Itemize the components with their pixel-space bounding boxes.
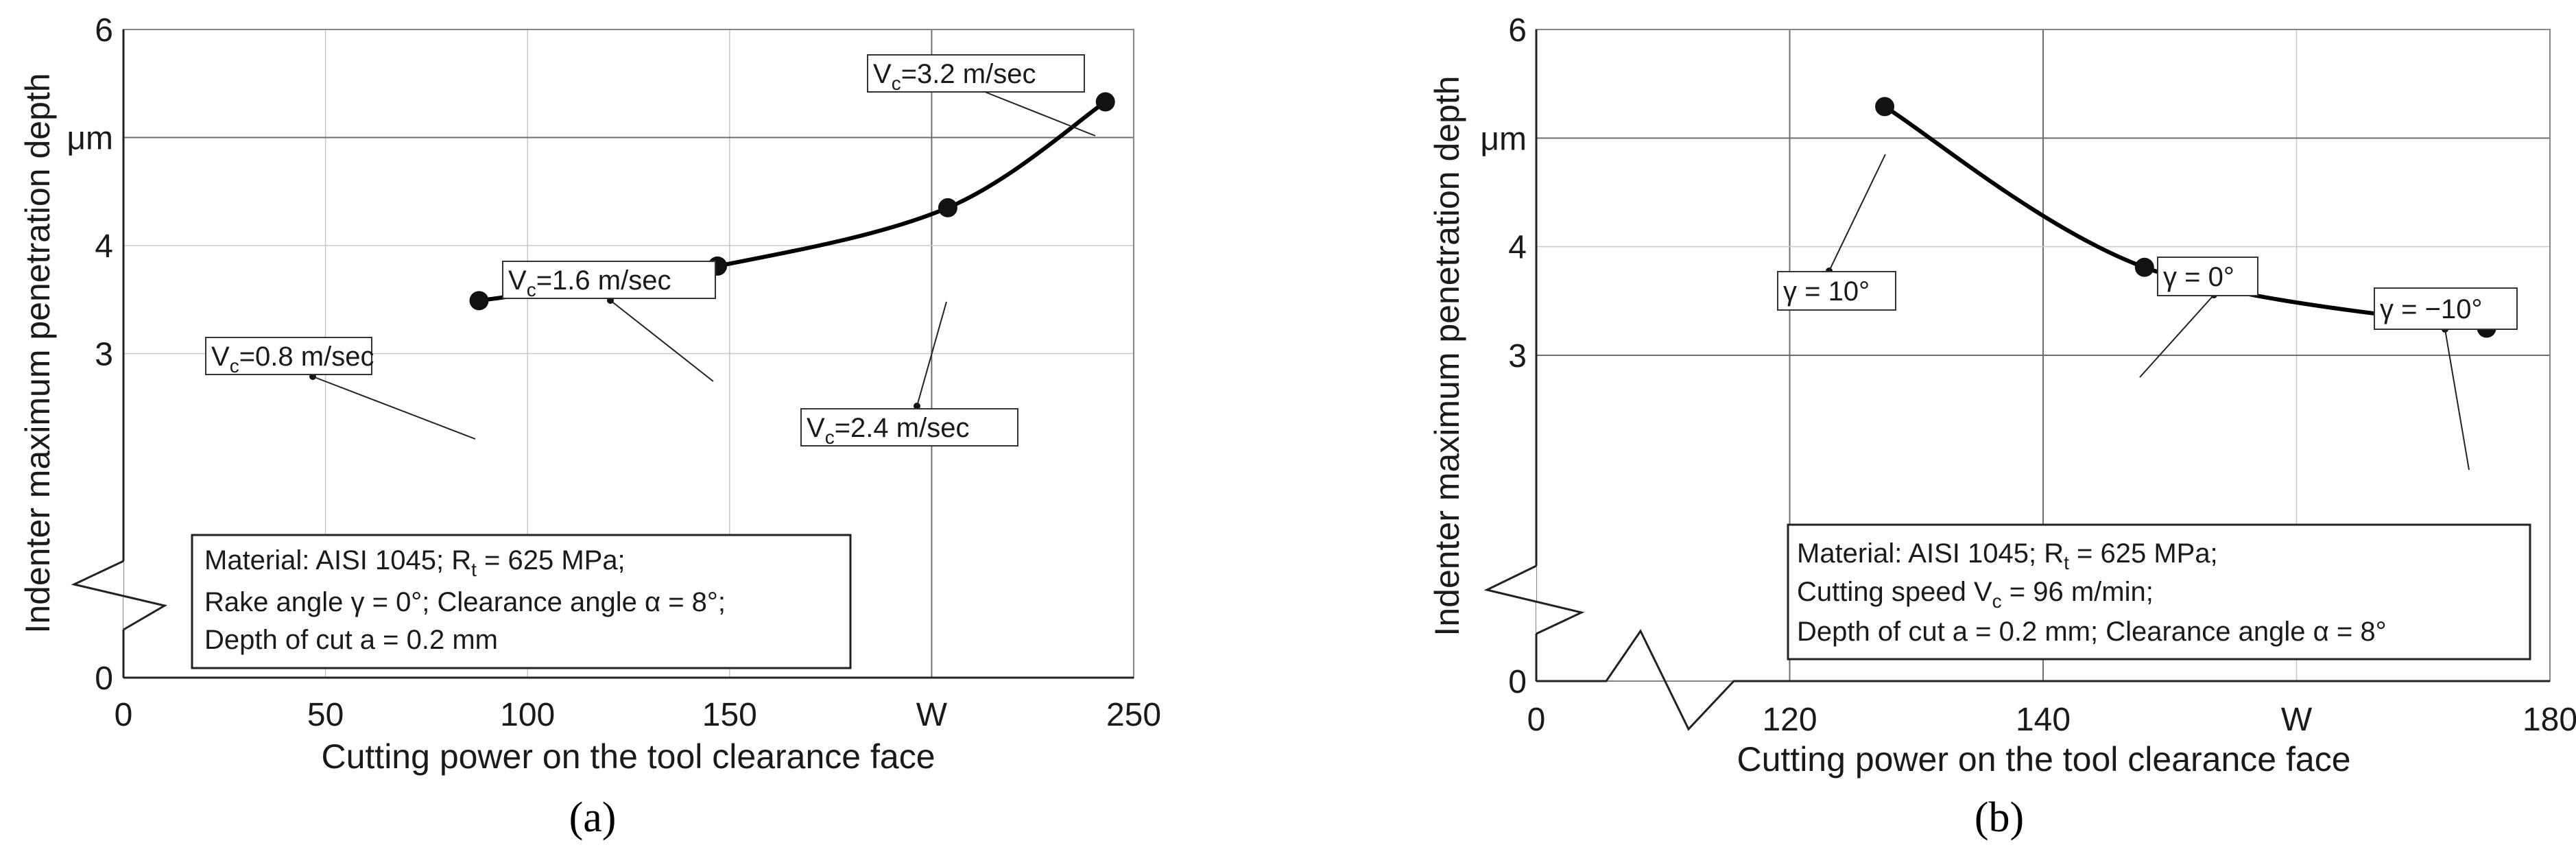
x-tick-label: 120 [1762,702,1817,738]
panel-b-ticks: 0 120 140 W 180 0 3 4 μm 6 [1480,12,2576,738]
y-tick-label: 6 [95,12,113,49]
annotation-box [1777,271,1896,311]
panel-b-info-box: Material: AISI 1045; Rt = 625 MPa; Cutti… [1787,523,2531,661]
panel-b-x-axis-break-icon [1536,629,2550,731]
x-tick-label: W [2281,702,2313,738]
y-tick-label: μm [1480,121,1527,157]
panel-a-x-axis-title: Cutting power on the tool clearance face [322,737,935,776]
info-line-2: Rake angle γ = 0°; Clearance angle α = 8… [204,587,726,617]
annotation-box [205,337,372,375]
data-point [938,198,957,217]
panel-b-annotation-gamma-10: γ = 10° [1777,271,1896,311]
panel-b-y-axis-break-icon [1483,564,1585,635]
annotation-box [867,54,1085,93]
info-line-2: Cutting speed Vc = 96 m/min; [1797,577,2154,612]
panel-a-caption: (a) [569,794,617,841]
annotation-box [502,261,716,299]
x-tick-label: 150 [702,697,757,733]
annotation-box [2374,287,2518,330]
panel-a-axis-break-icon [71,560,168,631]
y-tick-label: 4 [1508,230,1527,266]
annotation-text: γ = 10° [1783,276,1870,307]
leader-line [610,300,714,382]
panel-b-caption: (b) [1975,794,2024,841]
data-point [2134,257,2154,277]
annotation-text: γ = −10° [2380,294,2482,324]
info-line-1: Material: AISI 1045; Rt = 625 MPa; [1797,538,2218,573]
leader-line [1828,154,1886,272]
data-point [1095,92,1115,112]
panel-b-annotation-gamma-0: γ = 0° [2157,257,2258,296]
leader-line [2139,294,2215,378]
info-line-3: Depth of cut a = 0.2 mm [204,625,498,655]
x-tick-label: 0 [115,697,133,733]
annotation-text: Vc=3.2 m/sec [873,59,1036,94]
x-tick-label: 0 [1527,702,1546,738]
info-box-frame [191,534,852,669]
panel-a-annotation-vc-1.6: Vc=1.6 m/sec [502,261,716,300]
x-tick-label: 180 [2523,702,2576,738]
leader-line [977,88,1096,136]
annotation-text: Vc=1.6 m/sec [508,265,671,300]
panel-a-ticks: 0 50 100 150 W 250 0 3 4 μm 6 [67,12,1161,733]
x-tick-label: 50 [307,697,344,733]
info-box-frame [1787,523,2531,661]
panel-b-x-axis-title: Cutting power on the tool clearance face [1737,740,2351,778]
panel-b: 0 120 140 W 180 0 3 4 μm 6 γ = 10° γ = 0° γ = −10… [1428,12,2576,841]
y-tick-label: 4 [95,228,113,265]
annotation-box [2157,257,2258,296]
panel-b-annotation-gamma-minus-10: γ = −10° [2374,287,2518,330]
y-tick-label: 0 [1508,664,1527,700]
y-tick-label: 0 [95,661,113,697]
data-point [469,291,489,311]
panel-a-y-axis-title: Indenter maximum penetration depth [19,73,57,633]
x-tick-label: 250 [1106,697,1161,733]
x-tick-label: W [916,697,948,733]
leader-line [916,301,947,407]
annotation-box [800,408,1018,447]
panel-a-info-box: Material: AISI 1045; Rt = 625 MPa; Rake … [191,534,852,669]
annotation-text: Vc=2.4 m/sec [807,413,969,448]
x-tick-label: 100 [500,697,555,733]
panel-a: 0 50 100 150 W 250 0 3 4 μm 6 Vc=0.8 m/sec Vc=1.6 … [19,12,1161,841]
info-line-3: Depth of cut a = 0.2 mm; Clearance angle… [1797,617,2387,647]
panel-a-annotation-vc-2.4: Vc=2.4 m/sec [800,408,1018,448]
x-tick-label: 140 [2016,702,2071,738]
info-line-1: Material: AISI 1045; Rt = 625 MPa; [204,545,625,580]
y-tick-label: 3 [95,337,113,373]
panel-a-annotation-vc-3.2: Vc=3.2 m/sec [867,54,1085,94]
leader-line [2444,329,2470,471]
y-tick-label: 3 [1508,338,1527,374]
leader-line [312,376,476,440]
y-tick-label: μm [67,121,113,157]
data-point [1875,97,1895,117]
panel-b-y-axis-title: Indenter maximum penetration depth [1428,75,1466,636]
annotation-text: Vc=0.8 m/sec [211,342,374,377]
panel-a-annotation-vc-0.8: Vc=0.8 m/sec [205,337,374,377]
annotation-text: γ = 0° [2163,262,2234,292]
y-tick-label: 6 [1508,12,1527,49]
